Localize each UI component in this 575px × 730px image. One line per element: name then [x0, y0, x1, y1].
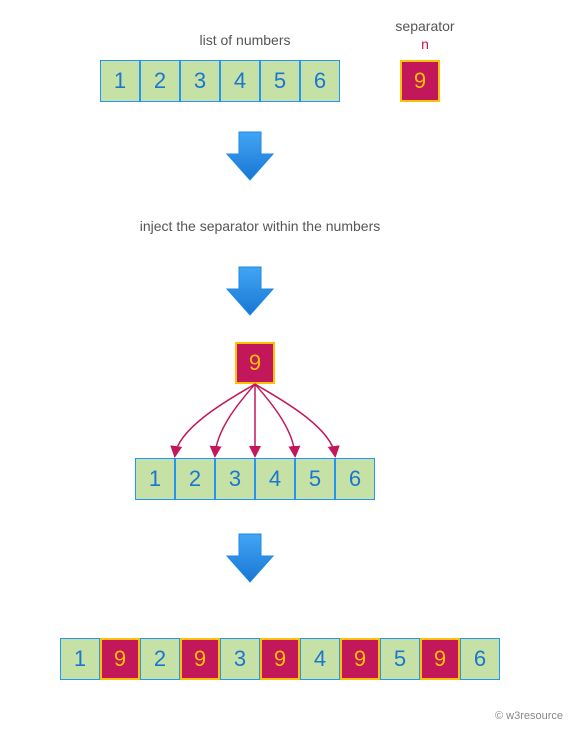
separator-cell: 9	[260, 638, 300, 680]
text-label: separator	[390, 18, 460, 34]
separator-cell: 9	[420, 638, 460, 680]
list-cell: 2	[140, 638, 180, 680]
separator-cell: 9	[100, 638, 140, 680]
list-cell: 1	[100, 60, 140, 102]
curve-arrows	[0, 0, 575, 730]
list-cell: 5	[380, 638, 420, 680]
list-cell: 3	[215, 458, 255, 500]
separator-cell: 9	[235, 342, 275, 384]
list-cell: 3	[180, 60, 220, 102]
separator-cell: 9	[180, 638, 220, 680]
list-cell: 2	[140, 60, 180, 102]
down-arrow-icon	[225, 532, 275, 584]
list-cell: 5	[260, 60, 300, 102]
separator-cell: 9	[340, 638, 380, 680]
list-cell: 4	[300, 638, 340, 680]
list-cell: 1	[60, 638, 100, 680]
list-cell: 3	[220, 638, 260, 680]
down-arrow-icon	[225, 130, 275, 182]
down-arrow-icon	[225, 265, 275, 317]
list-cell: 5	[295, 458, 335, 500]
footer-credit: © w3resource	[495, 710, 563, 722]
list-cell: 4	[220, 60, 260, 102]
list-cell: 6	[335, 458, 375, 500]
text-label: list of numbers	[175, 32, 315, 48]
text-label: inject the separator within the numbers	[120, 218, 400, 234]
list-cell: 2	[175, 458, 215, 500]
text-label: n	[415, 36, 435, 52]
list-cell: 1	[135, 458, 175, 500]
list-cell: 6	[460, 638, 500, 680]
separator-cell: 9	[400, 60, 440, 102]
diagram-canvas: list of numbers separator n inject the sepa…	[0, 0, 575, 730]
list-cell: 6	[300, 60, 340, 102]
list-cell: 4	[255, 458, 295, 500]
